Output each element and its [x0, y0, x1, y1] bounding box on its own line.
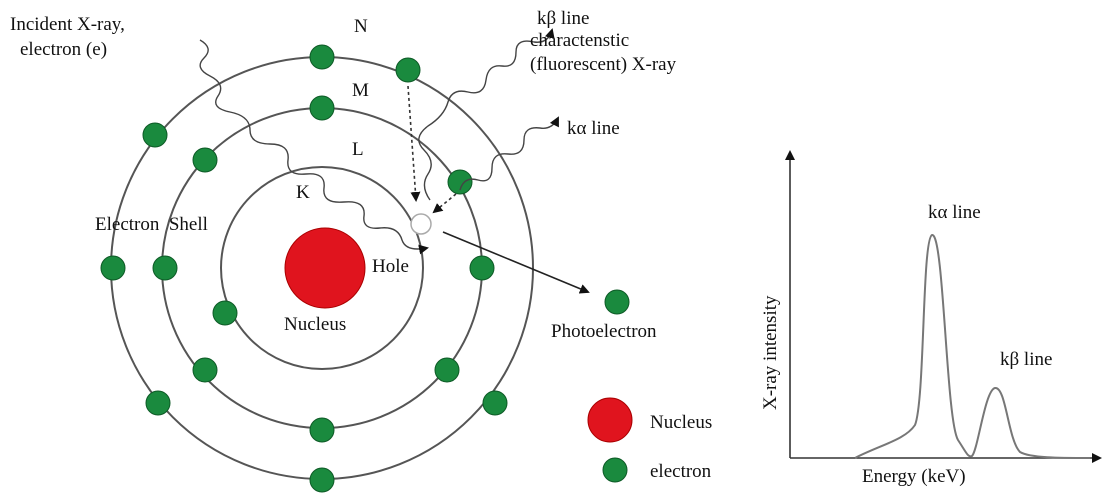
emission-label: (fluorescent) X-ray [530, 54, 677, 75]
shell-label: M [352, 80, 369, 101]
electron [146, 391, 170, 415]
electron [448, 170, 472, 194]
photoelectron-arrow [443, 232, 588, 292]
page: Incident X-ray, electron (e) kβ line cha… [0, 0, 1111, 494]
electron [143, 123, 167, 147]
legend-nucleus [588, 398, 632, 442]
incident-label: electron (e) [20, 39, 107, 60]
incident-label: Incident X-ray, [10, 14, 125, 35]
photoelectron [605, 290, 629, 314]
emission-label: kβ line [537, 8, 589, 29]
spectrum-curve [855, 235, 1090, 458]
shell-label: K [296, 182, 310, 203]
electron-shell-label: Electron Shell [95, 214, 208, 235]
electron [310, 468, 334, 492]
photoelectron-label: Photoelectron [551, 321, 657, 342]
electron [310, 418, 334, 442]
hole [411, 214, 431, 234]
electron [153, 256, 177, 280]
transition-arrow [408, 86, 416, 200]
peak-label: kβ line [1000, 349, 1052, 370]
electron [310, 96, 334, 120]
nucleus [285, 228, 365, 308]
hole-label: Hole [372, 256, 409, 277]
electron [470, 256, 494, 280]
k-alpha-ray [460, 118, 558, 190]
electron [310, 45, 334, 69]
peak-label: kα line [928, 202, 981, 223]
electron [101, 256, 125, 280]
electron [193, 358, 217, 382]
k-alpha-label: kα line [567, 118, 620, 139]
shell-label: N [354, 16, 368, 37]
y-axis-label: X-ray intensity [760, 295, 781, 410]
transition-arrow [434, 194, 456, 212]
electron [435, 358, 459, 382]
figure: Incident X-ray, electron (e) kβ line cha… [0, 0, 1111, 494]
legend-label: electron [650, 461, 712, 482]
electron [213, 301, 237, 325]
legend-label: Nucleus [650, 412, 712, 433]
shell-label: L [352, 139, 364, 160]
emission-label: charactenstic [530, 30, 629, 51]
legend-electron [603, 458, 627, 482]
x-axis-label: Energy (keV) [862, 466, 966, 487]
electron [396, 58, 420, 82]
electron [193, 148, 217, 172]
nucleus-label: Nucleus [284, 314, 346, 335]
electron [483, 391, 507, 415]
